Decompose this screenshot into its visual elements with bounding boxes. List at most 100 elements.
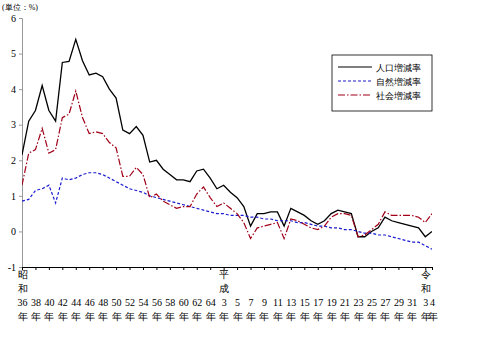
- x-tick: 40年: [44, 267, 54, 322]
- x-tick: 昭和36年: [18, 267, 28, 322]
- x-tick: 11年: [273, 267, 283, 322]
- x-tick-label: 29年: [394, 297, 404, 322]
- y-tick: 4: [11, 84, 22, 95]
- x-tick-mark: [331, 267, 332, 270]
- x-tick: 60年: [179, 267, 189, 322]
- x-tick: 42年: [58, 267, 68, 322]
- y-tick: 0: [11, 226, 22, 237]
- y-tick-label: 1: [11, 191, 16, 202]
- x-tick: 62年: [192, 267, 202, 322]
- x-tick-label: 60年: [179, 297, 189, 322]
- x-tick-label: 15年: [300, 297, 310, 322]
- y-tick-mark: [19, 18, 22, 19]
- x-tick-label: 48年: [98, 297, 108, 322]
- x-tick-mark: [398, 267, 399, 270]
- chart-svg: -10123456昭和36年38年40年42年44年46年48年50年52年54…: [0, 0, 480, 358]
- series-line: [22, 39, 432, 236]
- x-tick: 19年: [327, 267, 337, 322]
- x-tick-mark: [49, 267, 50, 270]
- y-axis-line: [19, 19, 23, 268]
- plot-area: -10123456昭和36年38年40年42年44年46年48年50年52年54…: [8, 13, 438, 322]
- legend-label: 人口増減率: [376, 63, 421, 73]
- x-tick: 23年: [354, 267, 364, 322]
- x-tick-label: 昭和36年: [18, 269, 28, 322]
- x-tick: 64年: [206, 267, 216, 322]
- x-tick-label: 64年: [206, 297, 216, 322]
- x-tick-mark: [76, 267, 77, 270]
- x-tick-mark: [197, 267, 198, 270]
- x-tick-mark: [277, 267, 278, 270]
- x-tick-mark: [89, 267, 90, 270]
- x-tick-label: 4年: [428, 297, 438, 322]
- x-tick: 52年: [125, 267, 135, 322]
- x-tick-mark: [103, 267, 104, 270]
- y-tick-mark: [19, 196, 22, 197]
- x-tick-label: 5年: [233, 297, 243, 322]
- y-tick-label: 0: [11, 226, 16, 237]
- y-tick-mark: [19, 231, 22, 232]
- y-axis: -10123456: [8, 13, 23, 273]
- x-tick-mark: [318, 267, 319, 270]
- x-tick-label: 25年: [367, 297, 377, 322]
- x-tick: 15年: [300, 267, 310, 322]
- x-axis: 昭和36年38年40年42年44年46年48年50年52年54年56年58年60…: [18, 267, 438, 322]
- x-tick-label: 50年: [112, 297, 122, 322]
- y-tick: 2: [11, 155, 22, 166]
- x-tick: 5年: [233, 267, 243, 322]
- x-tick-mark: [237, 267, 238, 270]
- x-tick-label: 58年: [165, 297, 175, 322]
- y-tick-mark: [19, 54, 22, 55]
- series-line: [22, 91, 432, 239]
- x-tick-mark: [62, 267, 63, 270]
- x-tick-label: 9年: [259, 297, 269, 322]
- y-tick-label: 5: [11, 48, 16, 59]
- x-tick-mark: [304, 267, 305, 270]
- y-tick: 5: [11, 48, 22, 59]
- x-tick-label: 40年: [44, 297, 54, 322]
- x-tick-label: 31年: [407, 297, 417, 322]
- legend-label: 社会増減率: [376, 91, 421, 101]
- x-tick: 31年: [407, 267, 417, 322]
- x-tick-mark: [210, 267, 211, 270]
- x-tick-label: 23年: [354, 297, 364, 322]
- x-tick-mark: [116, 267, 117, 270]
- series-group: [22, 39, 432, 249]
- y-tick-label: 2: [11, 155, 16, 166]
- legend-swatch: [338, 94, 372, 95]
- y-tick-mark: [19, 267, 22, 268]
- x-tick: 17年: [313, 267, 323, 322]
- y-tick-mark: [19, 160, 22, 161]
- y-axis-title: (単位：%): [2, 3, 38, 12]
- x-tick-mark: [432, 267, 433, 270]
- x-tick: 29年: [394, 267, 404, 322]
- x-tick: 44年: [71, 267, 81, 322]
- x-tick: 7年: [246, 267, 256, 322]
- legend-box: [332, 55, 432, 111]
- x-tick: 27年: [380, 267, 390, 322]
- x-tick: 21年: [340, 267, 350, 322]
- x-tick-label: 38年: [31, 297, 41, 322]
- x-tick-mark: [291, 267, 292, 270]
- x-tick-mark: [35, 267, 36, 270]
- x-tick-label: 46年: [85, 297, 95, 322]
- x-tick-mark: [372, 267, 373, 270]
- y-tick-mark: [19, 125, 22, 126]
- x-tick-label: 27年: [380, 297, 390, 322]
- legend-swatch: [338, 66, 372, 67]
- x-tick: 38年: [31, 267, 41, 322]
- x-tick-mark: [385, 267, 386, 270]
- x-tick-mark: [264, 267, 265, 270]
- series-line: [22, 173, 432, 249]
- x-tick: 50年: [112, 267, 122, 322]
- y-tick-mark: [19, 89, 22, 90]
- x-tick: 25年: [367, 267, 377, 322]
- x-tick-label: 52年: [125, 297, 135, 322]
- legend: 人口増減率自然増減率社会増減率: [332, 55, 432, 111]
- x-tick-label: 44年: [71, 297, 81, 322]
- y-tick-label: 6: [11, 13, 16, 24]
- x-tick-mark: [143, 267, 144, 270]
- x-tick-label: 17年: [313, 297, 323, 322]
- x-tick-mark: [183, 267, 184, 270]
- y-tick: 6: [11, 13, 22, 24]
- x-tick: 9年: [259, 267, 269, 322]
